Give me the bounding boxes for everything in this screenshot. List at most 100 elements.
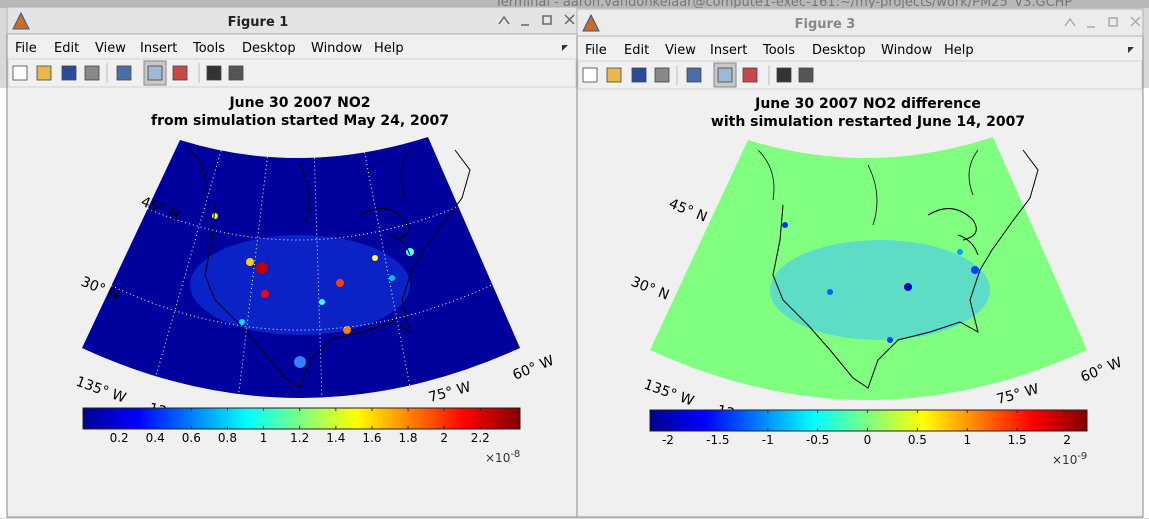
colorbar-tick-label: 1.5 — [1008, 433, 1027, 447]
no2-hotspot — [294, 356, 306, 368]
menu-item[interactable]: Edit — [624, 43, 649, 58]
colorbar-multiplier: ×10-8 — [485, 449, 520, 465]
toolbar-button[interactable] — [606, 67, 622, 83]
no2-hotspot — [246, 258, 254, 266]
menu-item[interactable]: File — [585, 43, 607, 58]
colorbar-tick-label: -1.5 — [706, 433, 729, 447]
plot-title: with simulation restarted June 14, 2007 — [711, 114, 1025, 130]
menu-item[interactable]: View — [95, 41, 126, 56]
toolbar-button[interactable] — [206, 65, 222, 81]
menu-item[interactable]: Insert — [710, 43, 747, 58]
menu-item[interactable]: Window — [311, 41, 363, 56]
title-bar — [6, 6, 578, 35]
no2-hotspot — [212, 213, 218, 219]
coastline — [927, 208, 979, 256]
toolbar-button[interactable] — [798, 67, 814, 83]
window-title: Figure 3 — [795, 17, 856, 32]
colorbar-tick-label: -1 — [762, 433, 774, 447]
menu-item[interactable]: Desktop — [242, 41, 296, 56]
toolbar-button[interactable] — [582, 67, 598, 83]
figure-window: Figure 1 File Edit View Insert Tools Desktop Wi… — [6, 6, 578, 518]
coastline — [204, 149, 471, 389]
no2-hotspot — [256, 262, 268, 274]
menu-item[interactable]: Window — [881, 43, 933, 58]
toolbar — [577, 60, 1143, 90]
colorbar-tick-label: 0.2 — [110, 431, 129, 445]
multiplier-base: ×10 — [1052, 453, 1077, 467]
menu-item[interactable]: Tools — [192, 41, 225, 56]
title-bar — [576, 8, 1144, 37]
colorbar — [649, 409, 1088, 432]
menu-item[interactable]: View — [665, 43, 696, 58]
no2-hotspot — [261, 290, 269, 298]
menu-item[interactable]: Edit — [54, 41, 79, 56]
colorbar-tick-label: 0.5 — [908, 433, 927, 447]
colorbar-multiplier: ×10-9 — [1052, 451, 1087, 467]
no2-hotspot — [239, 319, 245, 325]
toolbar-button[interactable] — [654, 67, 670, 83]
toolbar-button[interactable] — [686, 67, 702, 83]
coastline — [772, 149, 1039, 389]
menu-bar — [8, 35, 576, 58]
colorbar-tick-label: 1.2 — [290, 431, 309, 445]
toolbar-button[interactable] — [36, 65, 52, 81]
colorbar-tick-label: -2 — [662, 433, 674, 447]
multiplier-exponent: -9 — [1077, 451, 1087, 462]
no2-hotspot — [319, 299, 325, 305]
menu-item[interactable]: Help — [944, 43, 974, 58]
diff-hotspot — [904, 283, 912, 291]
no2-hotspot — [372, 255, 378, 261]
colorbar-tick-label: 1.4 — [326, 431, 345, 445]
toolbar-button[interactable] — [742, 67, 758, 83]
colorbar-tick-label: 2 — [1063, 433, 1071, 447]
window-title: Figure 1 — [228, 15, 289, 30]
diff-hotspot — [782, 222, 788, 228]
colorbar-tick-label: 2.2 — [471, 431, 490, 445]
colorbar-tick-label: 0 — [864, 433, 872, 447]
diff-field — [770, 240, 990, 340]
toolbar-button[interactable] — [717, 67, 733, 83]
colorbar-tick-label: 1 — [260, 431, 268, 445]
multiplier-base: ×10 — [485, 451, 510, 465]
colorbar-tick-label: -0.5 — [806, 433, 829, 447]
colorbar-tick-label: 0.4 — [146, 431, 165, 445]
toolbar-button[interactable] — [84, 65, 100, 81]
toolbar-button[interactable] — [776, 67, 792, 83]
coastline — [757, 149, 979, 226]
colorbar-tick-label: 1 — [963, 433, 971, 447]
app-icon — [12, 11, 30, 30]
toolbar-button[interactable] — [172, 65, 188, 81]
terminal-edge — [1143, 88, 1149, 518]
diff-hotspot — [887, 337, 893, 343]
colorbar — [82, 407, 521, 430]
menu-item[interactable]: File — [15, 41, 37, 56]
background-titlebar — [0, 0, 1149, 8]
diff-hotspot — [957, 249, 963, 255]
toolbar-button[interactable] — [61, 65, 77, 81]
colorbar-tick-label: 0.6 — [182, 431, 201, 445]
plot-title: June 30 2007 NO2 — [228, 95, 370, 111]
plot-title: June 30 2007 NO2 difference — [754, 96, 981, 112]
menu-item[interactable]: Help — [374, 41, 404, 56]
parallel — [147, 206, 459, 241]
diff-hotspot — [827, 289, 833, 295]
toolbar-button[interactable] — [12, 65, 28, 81]
toolbar-button[interactable] — [116, 65, 132, 81]
toolbar-button[interactable] — [631, 67, 647, 83]
coastline — [359, 208, 411, 256]
coastline — [189, 149, 411, 226]
colorbar-tick-label: 1.8 — [398, 431, 417, 445]
toolbar-button[interactable] — [147, 65, 163, 81]
app-icon — [582, 13, 600, 32]
colorbar-tick-label: 0.8 — [218, 431, 237, 445]
window-controls — [498, 14, 575, 26]
plot-title: from simulation started May 24, 2007 — [151, 113, 449, 129]
multiplier-exponent: -8 — [510, 449, 520, 460]
menu-item[interactable]: Insert — [140, 41, 177, 56]
toolbar-button[interactable] — [228, 65, 244, 81]
figure-window: Figure 3 File Edit View Insert Tools Desktop Wi… — [576, 8, 1144, 518]
menu-item[interactable]: Tools — [762, 43, 795, 58]
menu-bar — [578, 37, 1142, 60]
menu-item[interactable]: Desktop — [812, 43, 866, 58]
